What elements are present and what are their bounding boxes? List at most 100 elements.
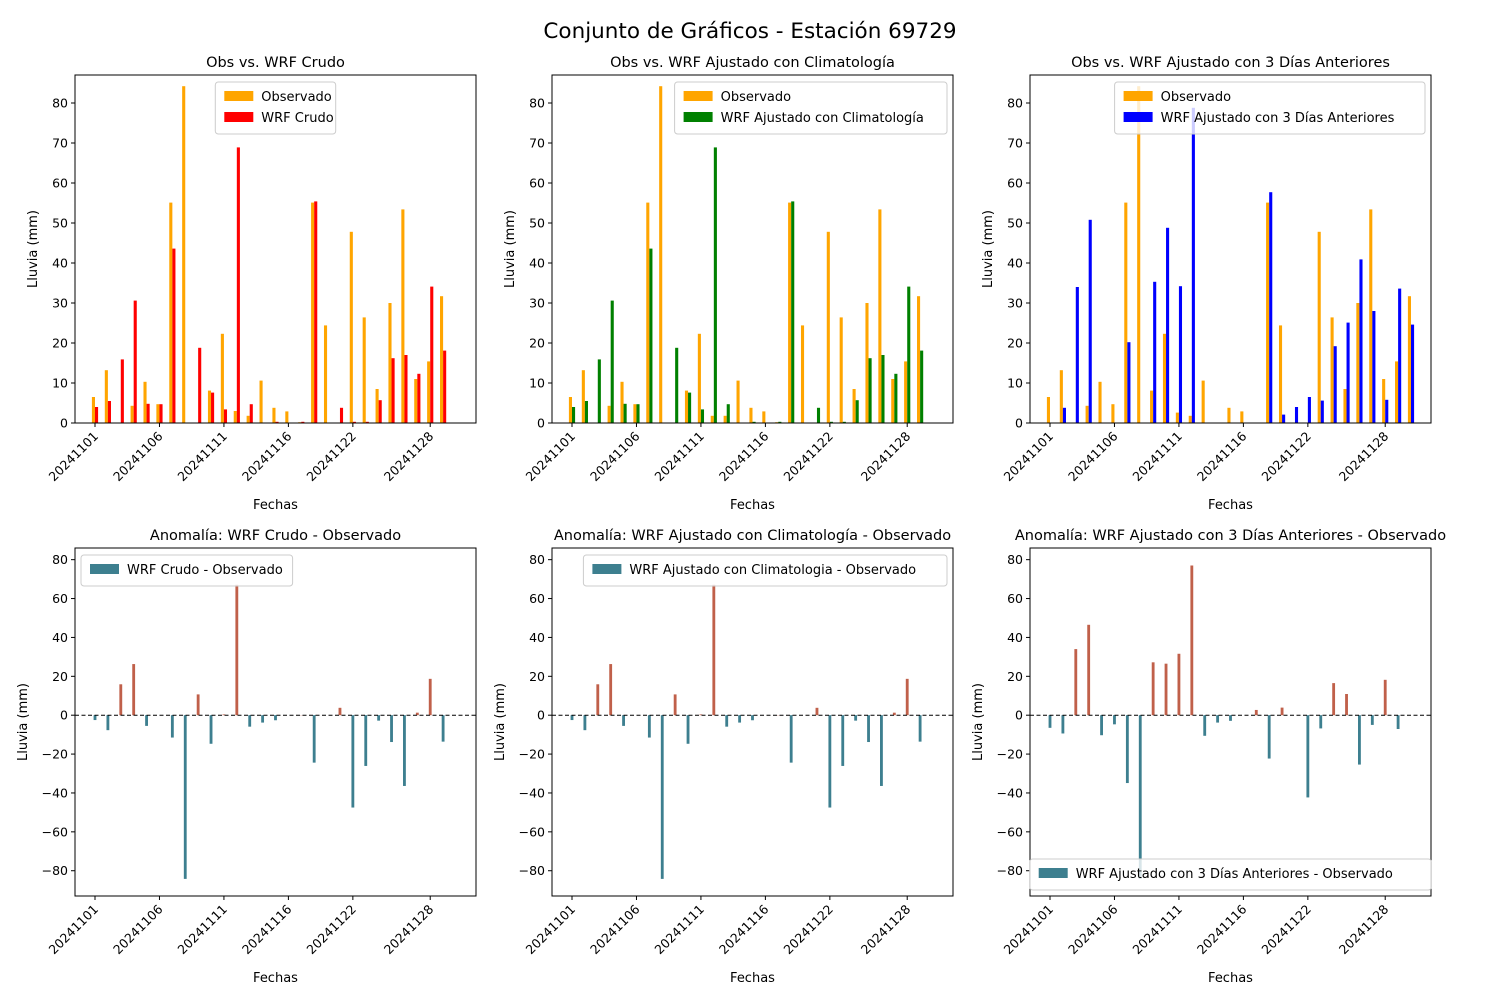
- bar: [1358, 715, 1361, 765]
- bar: [403, 715, 406, 786]
- x-tick-label: 20241116: [716, 901, 772, 957]
- bar: [749, 407, 753, 423]
- bar: [1396, 715, 1400, 729]
- bar: [235, 584, 239, 716]
- x-tick-label: 20241111: [651, 902, 707, 958]
- bar: [364, 715, 368, 766]
- bar: [581, 370, 585, 423]
- bar: [713, 147, 717, 423]
- y-tick-label: 0: [537, 416, 545, 431]
- bar: [1229, 715, 1232, 721]
- bar: [881, 355, 885, 423]
- bar: [646, 202, 650, 423]
- bar: [95, 407, 99, 423]
- bar: [1074, 649, 1078, 716]
- axes-frame: [1029, 547, 1432, 897]
- bar: [1166, 227, 1170, 423]
- x-tick-label: 20241116: [239, 428, 295, 484]
- bar: [414, 379, 418, 423]
- chart-panel-3: Obs vs. WRF Ajustado con 3 Días Anterior…: [981, 55, 1432, 513]
- x-tick-label: 20241128: [381, 428, 437, 484]
- y-tick-label: −20: [42, 747, 68, 762]
- legend-swatch: [1123, 112, 1153, 122]
- x-tick-label: 20241128: [858, 901, 914, 957]
- bar: [1227, 407, 1231, 423]
- x-tick-label: 20241116: [1194, 901, 1250, 957]
- bar: [182, 86, 186, 423]
- bar: [816, 407, 821, 423]
- x-tick-label: 20241101: [1001, 902, 1057, 958]
- bar: [388, 303, 392, 423]
- bar: [145, 715, 148, 726]
- bar: [1175, 412, 1179, 423]
- y-tick-label: 40: [1007, 630, 1023, 645]
- bar: [1216, 715, 1220, 723]
- bar: [301, 421, 305, 423]
- y-tick-label: −80: [519, 863, 545, 878]
- bar: [865, 303, 869, 423]
- bar: [169, 202, 173, 423]
- bar: [725, 715, 729, 727]
- legend-entry: WRF Ajustado con 3 Días Anteriores - Obs…: [1076, 867, 1393, 882]
- panel-title: Obs vs. WRF Ajustado con Climatología: [610, 55, 895, 71]
- bar: [647, 715, 651, 738]
- legend-entry: WRF Ajustado con Climatologia - Observad…: [629, 563, 916, 578]
- x-tick-label: 20241122: [1258, 429, 1314, 485]
- panel-title: Anomalía: WRF Ajustado con 3 Días Anteri…: [1015, 528, 1446, 544]
- y-axis-label: Lluvia (mm): [981, 210, 996, 288]
- bar: [1269, 192, 1273, 423]
- legend: WRF Ajustado con Climatologia - Observad…: [582, 554, 948, 587]
- bar: [1317, 231, 1321, 423]
- bar: [236, 147, 240, 423]
- bar: [675, 347, 679, 423]
- bar: [1330, 317, 1334, 423]
- legend: Observado WRF Ajustado con Climatología: [674, 81, 948, 135]
- legend: Observado WRF Ajustado con 3 Días Anterio…: [1114, 81, 1426, 135]
- y-tick-label: 50: [52, 216, 68, 231]
- bar: [1150, 390, 1154, 423]
- bar: [119, 684, 123, 716]
- bar: [377, 715, 381, 721]
- bar: [597, 359, 601, 423]
- y-tick-label: −80: [42, 863, 68, 878]
- bar: [156, 404, 160, 423]
- bar: [1177, 653, 1181, 716]
- x-tick-label: 20241101: [523, 902, 579, 958]
- bar: [673, 694, 677, 716]
- y-tick-label: 80: [52, 96, 68, 111]
- bar: [1201, 380, 1205, 423]
- bar: [686, 715, 690, 744]
- y-tick-label: 40: [52, 256, 68, 271]
- chart-panel-4: Anomalía: WRF Crudo - Observado −80 −60 −40…: [16, 528, 477, 986]
- bar: [1307, 397, 1311, 423]
- bar: [133, 300, 137, 423]
- bar: [1138, 715, 1142, 879]
- bar: [1395, 361, 1399, 423]
- bar: [636, 404, 640, 423]
- bar: [362, 317, 366, 423]
- y-tick-label: 30: [52, 296, 68, 311]
- x-tick-label: 20241106: [1065, 428, 1121, 484]
- legend-entry: Observado: [261, 90, 332, 105]
- bar: [1162, 333, 1167, 423]
- y-tick-label: −40: [997, 785, 1023, 800]
- bar: [223, 409, 228, 423]
- bar: [800, 325, 805, 423]
- bar: [1306, 715, 1310, 798]
- x-axis-label: Fechas: [253, 498, 298, 513]
- bar: [220, 333, 224, 423]
- panel-title: Obs vs. WRF Ajustado con 3 Días Anterior…: [1071, 55, 1390, 71]
- bar: [1127, 342, 1131, 423]
- y-axis-label: Lluvia (mm): [16, 683, 31, 761]
- x-tick-label: 20241101: [1001, 429, 1057, 485]
- bar: [894, 373, 898, 423]
- bar: [1346, 322, 1350, 423]
- bar: [1100, 715, 1103, 736]
- bar: [1188, 415, 1192, 423]
- legend-entry: Observado: [1161, 90, 1232, 105]
- y-tick-label: 30: [529, 296, 545, 311]
- x-tick-label: 20241122: [780, 429, 836, 485]
- bar: [338, 707, 342, 716]
- legend-swatch: [683, 91, 713, 101]
- bar: [390, 715, 393, 743]
